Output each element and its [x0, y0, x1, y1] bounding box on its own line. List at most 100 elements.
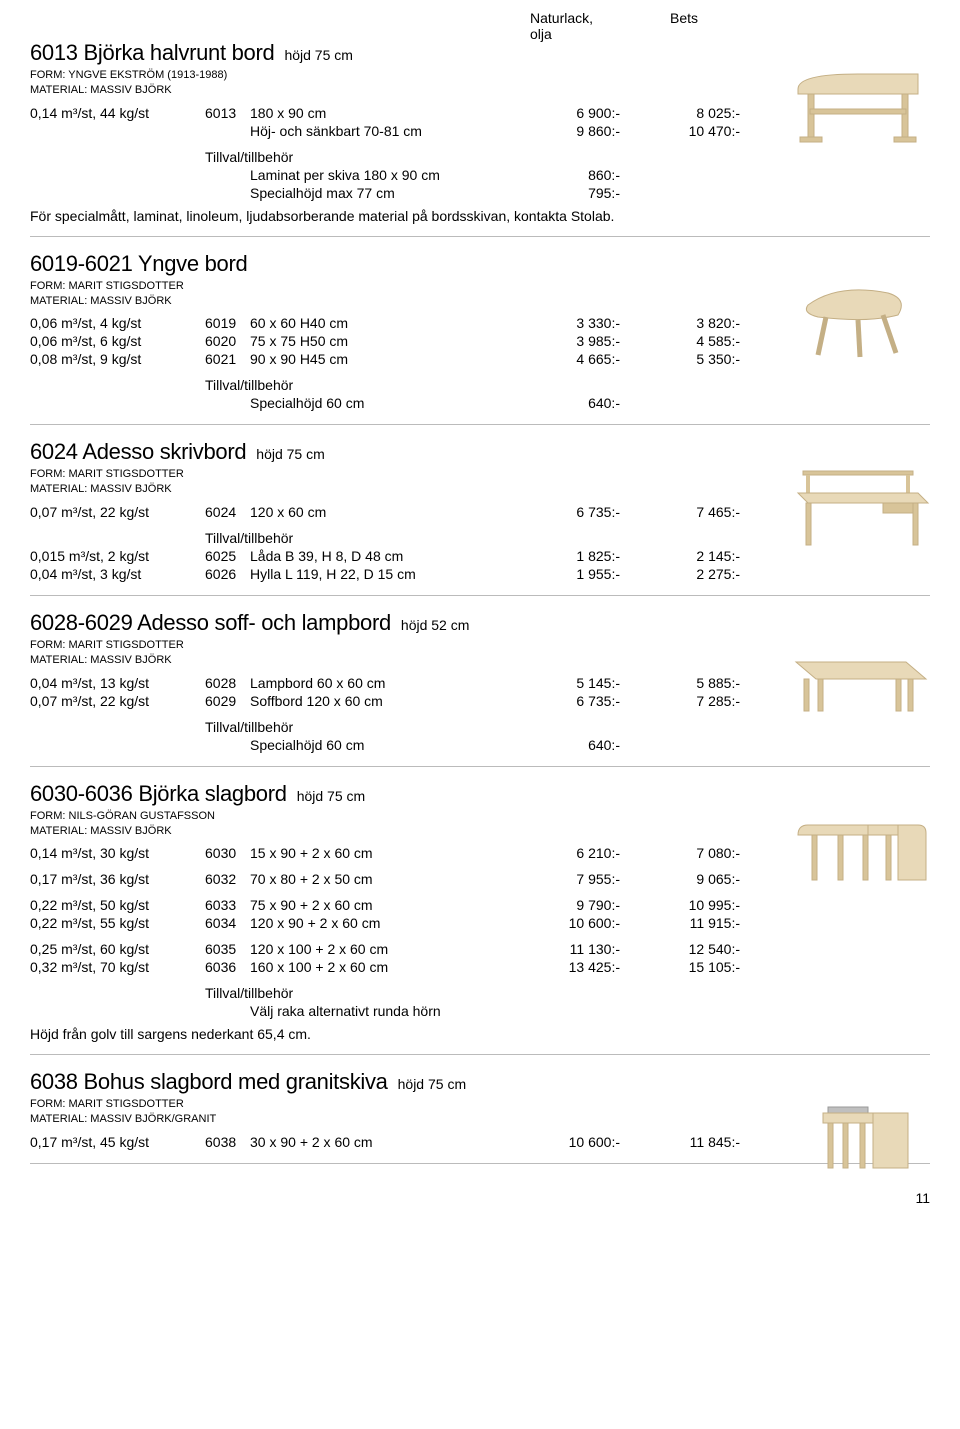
row-description: Laminat per skiva 180 x 90 cm — [250, 166, 530, 184]
product-height: höjd 75 cm — [398, 1076, 466, 1092]
product-title: 6019-6021 Yngve bord — [30, 251, 247, 277]
price-header-row: Naturlack, olja Bets — [30, 10, 930, 30]
row-article-number: 6038 — [205, 1133, 250, 1151]
product-note: Höjd från golv till sargens nederkant 65… — [30, 1026, 930, 1042]
row-spec: 0,14 m³/st, 30 kg/st — [30, 844, 205, 862]
row-spec: 0,17 m³/st, 45 kg/st — [30, 1133, 205, 1151]
product-p6028: 6028-6029 Adesso soff- och lampbord höjd … — [30, 610, 930, 767]
product-height: höjd 75 cm — [256, 446, 324, 462]
row-article-number: 6032 — [205, 870, 250, 888]
tillval-row: Välj raka alternativt runda hörn — [30, 1002, 930, 1020]
row-price-2: 10 470:- — [650, 122, 740, 140]
tillval-label: Tillval/tillbehör — [205, 718, 293, 736]
row-price-1: 640:- — [530, 736, 620, 754]
row-price-1: 6 735:- — [530, 692, 620, 710]
row-spec: 0,17 m³/st, 36 kg/st — [30, 870, 205, 888]
product-illustration — [778, 624, 938, 734]
row-description: 180 x 90 cm — [250, 104, 530, 122]
row-price-1: 3 330:- — [530, 314, 620, 332]
row-price-2: 7 285:- — [650, 692, 740, 710]
row-spec: 0,22 m³/st, 50 kg/st — [30, 896, 205, 914]
row-description: Välj raka alternativt runda hörn — [250, 1002, 530, 1020]
row-spec: 0,07 m³/st, 22 kg/st — [30, 503, 205, 521]
row-price-1: 9 860:- — [530, 122, 620, 140]
row-description: Specialhöjd 60 cm — [250, 394, 530, 412]
row-article-number: 6019 — [205, 314, 250, 332]
product-title: 6038 Bohus slagbord med granitskiva — [30, 1069, 388, 1095]
tillval-row: Specialhöjd 60 cm 640:- — [30, 736, 930, 754]
row-description: Specialhöjd max 77 cm — [250, 184, 530, 202]
row-price-2: 9 065:- — [650, 870, 740, 888]
row-price-1: 13 425:- — [530, 958, 620, 976]
row-spec: 0,06 m³/st, 4 kg/st — [30, 314, 205, 332]
product-title: 6028-6029 Adesso soff- och lampbord — [30, 610, 391, 636]
tillval-label: Tillval/tillbehör — [205, 148, 293, 166]
row-article-number: 6033 — [205, 896, 250, 914]
row-article-number: 6028 — [205, 674, 250, 692]
row-price-2: 4 585:- — [650, 332, 740, 350]
row-price-1: 1 955:- — [530, 565, 620, 583]
tillval-row: Specialhöjd max 77 cm 795:- — [30, 184, 930, 202]
row-spec: 0,32 m³/st, 70 kg/st — [30, 958, 205, 976]
row-price-1: 860:- — [530, 166, 620, 184]
row-article-number: 6035 — [205, 940, 250, 958]
row-description: 75 x 75 H50 cm — [250, 332, 530, 350]
row-price-2: 11 915:- — [650, 914, 740, 932]
product-p6019: 6019-6021 Yngve bordFORM: MARIT STIGSDOT… — [30, 251, 930, 426]
product-illustration — [778, 453, 938, 563]
row-description: 120 x 100 + 2 x 60 cm — [250, 940, 530, 958]
tillval-label: Tillval/tillbehör — [205, 376, 293, 394]
row-price-1: 640:- — [530, 394, 620, 412]
product-illustration — [778, 1083, 938, 1193]
row-article-number: 6036 — [205, 958, 250, 976]
row-spec: 0,25 m³/st, 60 kg/st — [30, 940, 205, 958]
product-title: 6030-6036 Björka slagbord — [30, 781, 287, 807]
tillval-row: 0,04 m³/st, 3 kg/st 6026 Hylla L 119, H … — [30, 565, 930, 583]
row-price-1: 3 985:- — [530, 332, 620, 350]
row-description: 30 x 90 + 2 x 60 cm — [250, 1133, 530, 1151]
row-price-1: 6 735:- — [530, 503, 620, 521]
row-article-number: 6034 — [205, 914, 250, 932]
row-price-1: 10 600:- — [530, 914, 620, 932]
row-price-1: 5 145:- — [530, 674, 620, 692]
tillval-row: Specialhöjd 60 cm 640:- — [30, 394, 930, 412]
product-note: För specialmått, laminat, linoleum, ljud… — [30, 208, 930, 224]
row-article-number: 6020 — [205, 332, 250, 350]
product-height: höjd 75 cm — [284, 47, 352, 63]
row-description: Hylla L 119, H 22, D 15 cm — [250, 565, 530, 583]
row-article-number: 6026 — [205, 565, 250, 583]
row-price-1: 11 130:- — [530, 940, 620, 958]
product-title: 6013 Björka halvrunt bord — [30, 40, 274, 66]
row-spec: 0,14 m³/st, 44 kg/st — [30, 104, 205, 122]
row-price-1: 6 210:- — [530, 844, 620, 862]
row-price-2: 5 350:- — [650, 350, 740, 368]
product-height: höjd 75 cm — [297, 788, 365, 804]
row-article-number: 6025 — [205, 547, 250, 565]
row-description: Specialhöjd 60 cm — [250, 736, 530, 754]
product-p6038: 6038 Bohus slagbord med granitskiva höjd … — [30, 1069, 930, 1164]
row-description: 75 x 90 + 2 x 60 cm — [250, 896, 530, 914]
row-price-2: 2 275:- — [650, 565, 740, 583]
row-price-1: 4 665:- — [530, 350, 620, 368]
row-price-2: 3 820:- — [650, 314, 740, 332]
row-spec: 0,04 m³/st, 3 kg/st — [30, 565, 205, 583]
row-price-2: 10 995:- — [650, 896, 740, 914]
row-price-2: 2 145:- — [650, 547, 740, 565]
header-price-bets: Bets — [670, 10, 698, 26]
row-price-2: 11 845:- — [650, 1133, 740, 1151]
row-article-number: 6021 — [205, 350, 250, 368]
row-price-2: 5 885:- — [650, 674, 740, 692]
product-p6024: 6024 Adesso skrivbordhöjd 75 cmFORM: MAR… — [30, 439, 930, 596]
row-description: 15 x 90 + 2 x 60 cm — [250, 844, 530, 862]
row-price-2: 8 025:- — [650, 104, 740, 122]
row-price-2: 7 465:- — [650, 503, 740, 521]
product-title: 6024 Adesso skrivbord — [30, 439, 246, 465]
tillval-row: Laminat per skiva 180 x 90 cm 860:- — [30, 166, 930, 184]
header-price-naturlack: Naturlack, olja — [530, 10, 593, 42]
row-price-1: 1 825:- — [530, 547, 620, 565]
row-price-1: 9 790:- — [530, 896, 620, 914]
row-description: Soffbord 120 x 60 cm — [250, 692, 530, 710]
row-description: 60 x 60 H40 cm — [250, 314, 530, 332]
product-height: höjd 52 cm — [401, 617, 469, 633]
product-p6013: 6013 Björka halvrunt bordhöjd 75 cmFORM:… — [30, 40, 930, 237]
